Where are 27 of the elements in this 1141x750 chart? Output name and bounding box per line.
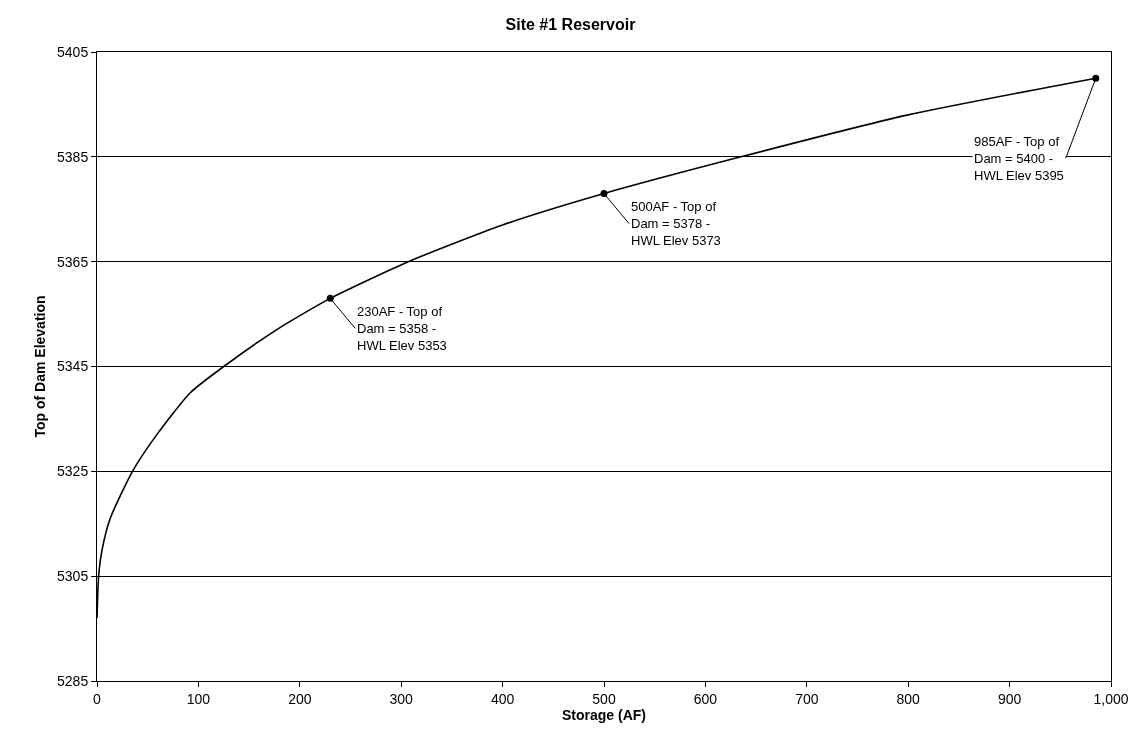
annotation: 500AF - Top of Dam = 5378 - HWL Elev 5373 (631, 199, 721, 248)
point (326, 294, 334, 302)
x-tick-label: 800 (896, 690, 921, 707)
y-axis-title: Top of Dam Elevation (31, 295, 48, 438)
x-tick-label: 600 (693, 690, 718, 707)
point (600, 190, 608, 198)
y-tick-label: 5365 (57, 253, 89, 270)
x-tick-label: 700 (795, 690, 819, 707)
x-tick-label: 300 (389, 690, 414, 707)
y-tick-label: 5405 (57, 43, 89, 60)
y-tick-label: 5285 (57, 672, 89, 689)
x-axis-title: Storage (AF) (562, 707, 646, 724)
annotation: 230AF - Top of Dam = 5358 - HWL Elev 5353 (357, 304, 447, 353)
x-tick-label: 1,000 (1093, 690, 1129, 707)
y-tick-label: 5385 (57, 148, 89, 165)
y-tick-label: 5325 (57, 463, 89, 480)
x-tick-label: 400 (490, 690, 515, 707)
x-tick-label: 100 (186, 690, 211, 707)
x-tick-label: 0 (93, 690, 102, 707)
point (1092, 74, 1100, 82)
chart-title: Site #1 Reservoir (505, 15, 636, 33)
y-tick-label: 5305 (57, 568, 89, 585)
x-tick-label: 900 (997, 690, 1022, 707)
x-tick-label: 500 (592, 690, 616, 707)
annotation: 985AF - Top of Dam = 5400 - HWL Elev 5395 (974, 134, 1064, 183)
y-tick-label: 5345 (57, 358, 89, 375)
x-tick-label: 200 (288, 690, 312, 707)
